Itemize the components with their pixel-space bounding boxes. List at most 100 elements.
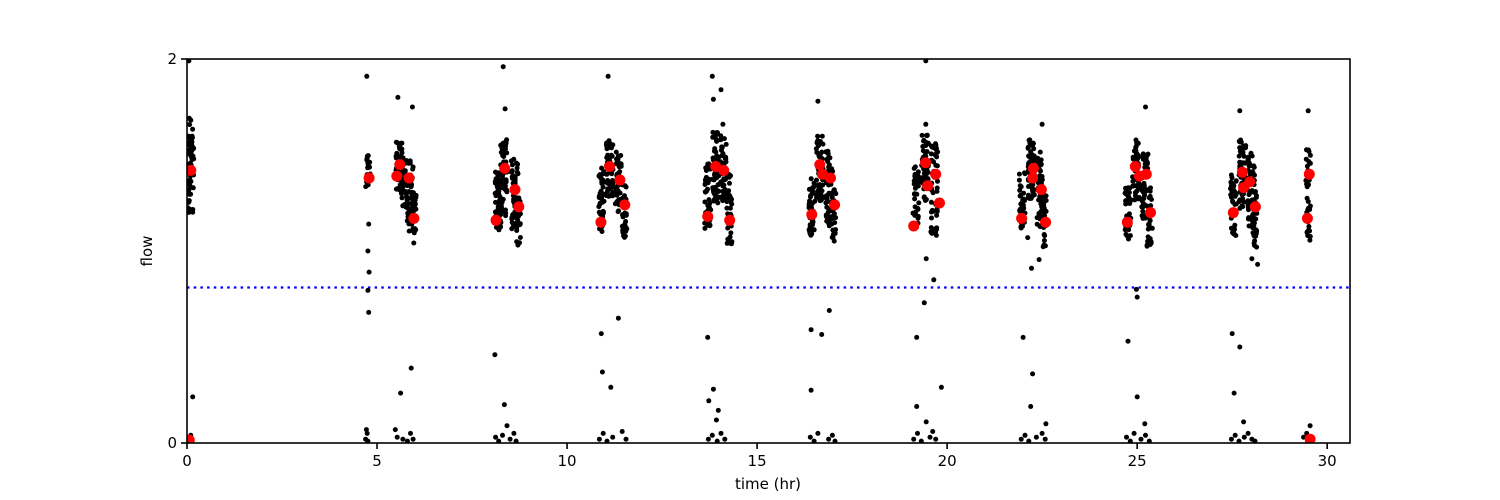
data-point [509,168,515,174]
data-point [721,177,727,182]
data-point [915,206,921,211]
data-point [189,134,195,139]
data-point [513,438,519,443]
data-point [497,194,503,200]
data-point [831,187,837,193]
data-point [1148,185,1153,191]
data-point [808,387,814,393]
data-point [1123,231,1129,237]
data-point [187,122,193,128]
data-point [1127,438,1133,443]
data-point [605,180,611,186]
data-point [596,204,602,210]
data-point [1140,208,1146,214]
data-point [610,434,616,440]
data-point [366,309,372,315]
data-point [826,308,832,313]
selected-point [1040,216,1052,228]
data-point [1237,139,1243,145]
selected-point [394,159,406,171]
data-point [364,73,370,79]
data-point [723,154,729,160]
data-point [1041,232,1047,237]
data-point [817,154,823,160]
data-point [399,179,405,185]
data-point [514,165,520,171]
data-point [411,240,417,246]
selected-point [702,210,714,222]
data-point [395,94,401,100]
data-point [601,209,607,215]
data-point [1038,168,1043,174]
data-point [410,195,416,201]
data-point [914,404,920,409]
data-point [1250,230,1256,236]
data-point [814,177,819,183]
data-point [1132,197,1138,203]
data-point [918,438,924,443]
data-point [1253,193,1259,198]
data-point [932,152,938,158]
data-point [407,158,413,164]
data-point [1229,194,1234,200]
data-point [1041,205,1047,211]
data-point [1138,436,1144,442]
data-point [1145,238,1151,244]
data-point [509,214,515,220]
data-point [1027,154,1033,160]
data-point [406,228,412,234]
data-point [1307,228,1312,234]
data-point [187,199,192,205]
data-point [613,149,619,155]
data-point [815,133,821,139]
data-point [1245,430,1251,436]
data-point [187,147,192,153]
data-point [710,386,716,392]
data-point [829,432,835,438]
data-point [604,155,610,161]
data-point [1143,104,1148,110]
data-point [806,186,812,192]
data-point [810,222,815,228]
data-point [1307,423,1313,429]
data-point [934,212,940,218]
data-point [1022,170,1027,176]
x-tick-label: 15 [748,452,767,470]
data-point [728,230,734,236]
data-point [515,218,521,223]
data-point [1251,164,1257,170]
selected-point [1027,172,1039,184]
data-point [1307,237,1313,243]
data-point [1123,201,1129,207]
data-point [612,201,618,207]
selected-events-points [187,157,1316,443]
data-point [715,194,721,200]
x-tick-label: 5 [372,452,382,470]
data-point [1124,434,1129,440]
data-point [709,432,715,438]
selected-point [187,434,195,443]
data-point [718,430,724,436]
data-point [815,138,821,144]
data-point [1043,421,1049,427]
data-point [1043,198,1049,203]
selected-point [829,199,841,211]
data-point [721,136,727,142]
data-point [1030,371,1036,377]
data-point [707,223,713,229]
data-point [1133,143,1139,149]
data-point [1306,182,1311,188]
data-point [724,199,730,205]
data-point [600,430,606,436]
data-point [711,198,717,204]
data-point [366,221,372,227]
data-point [1038,157,1044,163]
data-point [1030,189,1036,195]
data-point [514,160,519,166]
data-point [910,210,916,216]
data-point [187,208,192,214]
data-point [512,177,518,183]
data-point [503,146,508,152]
data-point [823,213,829,219]
data-point [496,438,502,443]
